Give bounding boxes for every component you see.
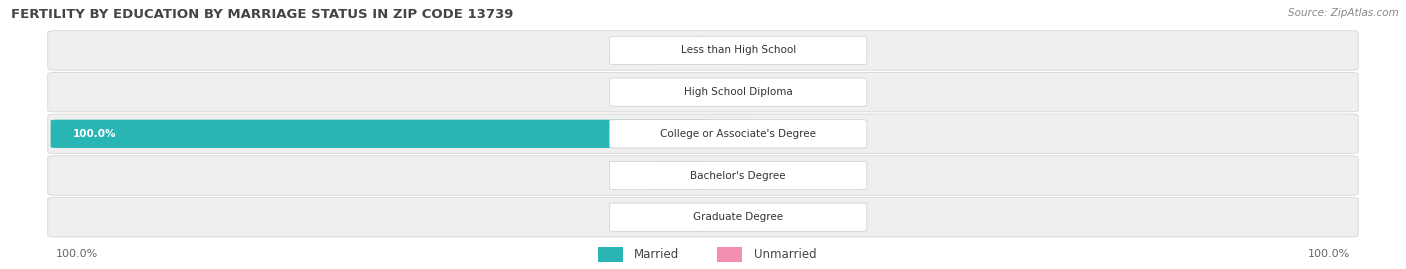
Text: Graduate Degree: Graduate Degree bbox=[693, 212, 783, 222]
FancyBboxPatch shape bbox=[610, 203, 866, 231]
Text: 0.0%: 0.0% bbox=[758, 129, 785, 139]
Text: 100.0%: 100.0% bbox=[56, 249, 98, 259]
Text: Source: ZipAtlas.com: Source: ZipAtlas.com bbox=[1288, 8, 1399, 18]
FancyBboxPatch shape bbox=[654, 78, 707, 106]
FancyBboxPatch shape bbox=[654, 37, 707, 64]
FancyBboxPatch shape bbox=[699, 78, 752, 106]
FancyBboxPatch shape bbox=[610, 78, 866, 106]
FancyBboxPatch shape bbox=[610, 120, 866, 148]
FancyBboxPatch shape bbox=[699, 162, 752, 189]
FancyBboxPatch shape bbox=[610, 161, 866, 190]
Text: 0.0%: 0.0% bbox=[758, 171, 785, 180]
Text: 0.0%: 0.0% bbox=[621, 87, 648, 97]
FancyBboxPatch shape bbox=[699, 120, 752, 148]
FancyBboxPatch shape bbox=[654, 162, 707, 189]
Text: College or Associate's Degree: College or Associate's Degree bbox=[661, 129, 815, 139]
Text: Unmarried: Unmarried bbox=[754, 248, 817, 261]
FancyBboxPatch shape bbox=[610, 36, 866, 65]
FancyBboxPatch shape bbox=[717, 247, 742, 262]
Text: High School Diploma: High School Diploma bbox=[683, 87, 793, 97]
Text: 0.0%: 0.0% bbox=[758, 45, 785, 55]
Text: 0.0%: 0.0% bbox=[758, 212, 785, 222]
FancyBboxPatch shape bbox=[51, 120, 709, 148]
FancyBboxPatch shape bbox=[654, 203, 707, 231]
Text: 100.0%: 100.0% bbox=[1308, 249, 1350, 259]
FancyBboxPatch shape bbox=[699, 203, 752, 231]
FancyBboxPatch shape bbox=[48, 156, 1358, 195]
FancyBboxPatch shape bbox=[598, 247, 623, 262]
Text: 0.0%: 0.0% bbox=[621, 171, 648, 180]
Text: FERTILITY BY EDUCATION BY MARRIAGE STATUS IN ZIP CODE 13739: FERTILITY BY EDUCATION BY MARRIAGE STATU… bbox=[11, 8, 513, 21]
FancyBboxPatch shape bbox=[48, 114, 1358, 154]
FancyBboxPatch shape bbox=[48, 31, 1358, 70]
Text: 100.0%: 100.0% bbox=[73, 129, 117, 139]
Text: Married: Married bbox=[634, 248, 679, 261]
Text: 0.0%: 0.0% bbox=[758, 87, 785, 97]
Text: 0.0%: 0.0% bbox=[621, 212, 648, 222]
Text: Bachelor's Degree: Bachelor's Degree bbox=[690, 171, 786, 180]
Text: Less than High School: Less than High School bbox=[681, 45, 796, 55]
FancyBboxPatch shape bbox=[699, 37, 752, 64]
FancyBboxPatch shape bbox=[48, 197, 1358, 237]
Text: 0.0%: 0.0% bbox=[621, 45, 648, 55]
FancyBboxPatch shape bbox=[48, 72, 1358, 112]
